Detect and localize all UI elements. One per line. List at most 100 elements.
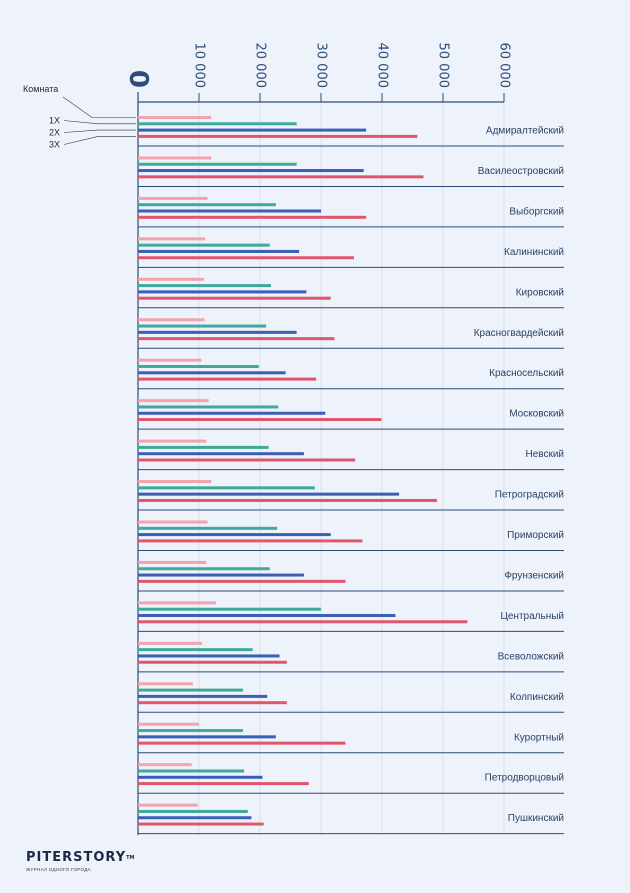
bar-1-18: [138, 803, 198, 807]
bar-1-9: [138, 439, 207, 443]
bar-3-1: [138, 128, 367, 132]
bar-4-10: [138, 498, 437, 502]
bar-1-3: [138, 196, 208, 200]
bar-3-14: [138, 654, 280, 658]
tick-label-20000: 20 000: [253, 43, 268, 89]
bar-3-9: [138, 452, 304, 456]
bar-2-6: [138, 324, 267, 328]
bar-1-1: [138, 116, 212, 119]
bar-1-6: [138, 318, 205, 322]
bar-1-16: [138, 722, 199, 726]
tick-label-40000: 40 000: [375, 43, 390, 89]
category-label-6: Красногвардейский: [474, 328, 564, 339]
trademark-mark: TM: [126, 855, 135, 861]
category-label-14: Всеволожский: [498, 651, 564, 662]
bar-2-10: [138, 486, 315, 490]
legend-leader-1: [63, 120, 136, 125]
grid-layer: [198, 102, 505, 836]
legend-entry-2: 2Х: [49, 128, 60, 138]
bar-4-8: [138, 418, 382, 422]
labels-layer: Адмиралтейский Василеостровский Выборгский…: [138, 126, 564, 835]
bar-1-15: [138, 682, 193, 686]
bar-4-18: [138, 822, 264, 826]
bar-3-5: [138, 290, 307, 294]
tick-label-30000: 30 000: [314, 43, 329, 89]
bar-4-1: [138, 134, 418, 138]
legend-entry-3: 3Х: [49, 140, 60, 150]
bar-4-15: [138, 701, 287, 705]
category-label-9: Невский: [525, 449, 564, 460]
bar-3-2: [138, 169, 364, 173]
category-label-11: Приморский: [507, 530, 564, 541]
category-label-18: Пушкинский: [508, 813, 564, 824]
bar-3-17: [138, 775, 263, 779]
category-label-7: Красносельский: [489, 368, 564, 379]
bar-2-13: [138, 607, 321, 611]
bar-1-14: [138, 641, 203, 645]
bar-2-12: [138, 567, 270, 571]
bar-3-10: [138, 492, 400, 496]
tick-label-60000: 60 000: [497, 43, 512, 89]
bar-4-2: [138, 175, 424, 179]
bar-4-12: [138, 579, 346, 583]
bar-2-4: [138, 243, 270, 247]
bar-3-6: [138, 330, 297, 334]
bar-3-11: [138, 533, 331, 537]
bar-3-4: [138, 249, 300, 253]
bar-1-8: [138, 399, 209, 403]
category-label-17: Петродворцовый: [485, 773, 564, 784]
legend-leader-3: [63, 136, 136, 145]
bar-1-13: [138, 601, 217, 605]
bar-2-11: [138, 526, 278, 530]
axis-layer: 0 10 000 20 000 30 000 40 000 50 000 60 000: [123, 43, 512, 836]
bar-4-17: [138, 782, 309, 786]
bar-4-5: [138, 296, 331, 300]
tick-label-10000: 10 000: [192, 43, 207, 89]
bar-4-16: [138, 741, 346, 745]
bar-4-14: [138, 660, 287, 664]
category-label-5: Кировский: [516, 287, 564, 298]
bar-1-4: [138, 237, 206, 241]
category-label-2: Василеостровский: [478, 166, 564, 177]
category-label-13: Центральный: [500, 611, 564, 622]
bar-4-11: [138, 539, 363, 543]
bar-2-1: [138, 122, 297, 126]
tick-label-50000: 50 000: [436, 43, 451, 89]
bar-2-17: [138, 769, 245, 773]
bar-2-9: [138, 445, 269, 449]
bar-3-12: [138, 573, 304, 577]
bar-4-9: [138, 458, 356, 462]
bar-1-2: [138, 156, 212, 160]
legend-entry-1: 1Х: [49, 116, 60, 126]
bar-4-13: [138, 620, 468, 624]
bar-2-3: [138, 203, 276, 207]
logo-wordmark: PITERSTORYTM: [26, 850, 135, 865]
bar-1-17: [138, 763, 192, 767]
bar-1-10: [138, 480, 212, 484]
category-label-1: Адмиралтейский: [486, 126, 564, 137]
bar-4-6: [138, 337, 335, 341]
category-label-4: Калининский: [504, 247, 564, 258]
bar-2-16: [138, 729, 243, 733]
bars-layer: [138, 116, 468, 826]
bar-1-11: [138, 520, 208, 524]
category-label-16: Курортный: [514, 732, 564, 743]
category-label-12: Фрунзенский: [504, 570, 564, 581]
bar-2-18: [138, 809, 248, 813]
tick-label-zero: 0: [123, 70, 153, 88]
bar-4-3: [138, 215, 367, 219]
bar-4-7: [138, 377, 317, 381]
bar-2-14: [138, 648, 253, 652]
bar-1-7: [138, 358, 202, 362]
category-label-15: Колпинский: [510, 692, 564, 703]
bar-3-18: [138, 816, 252, 820]
bar-3-3: [138, 209, 321, 213]
category-label-10: Петроградский: [495, 490, 564, 501]
bar-2-15: [138, 688, 243, 692]
bar-2-5: [138, 284, 271, 288]
bar-1-5: [138, 277, 204, 281]
bar-1-12: [138, 560, 207, 564]
category-label-3: Выборгский: [509, 205, 564, 217]
bar-3-8: [138, 411, 326, 415]
